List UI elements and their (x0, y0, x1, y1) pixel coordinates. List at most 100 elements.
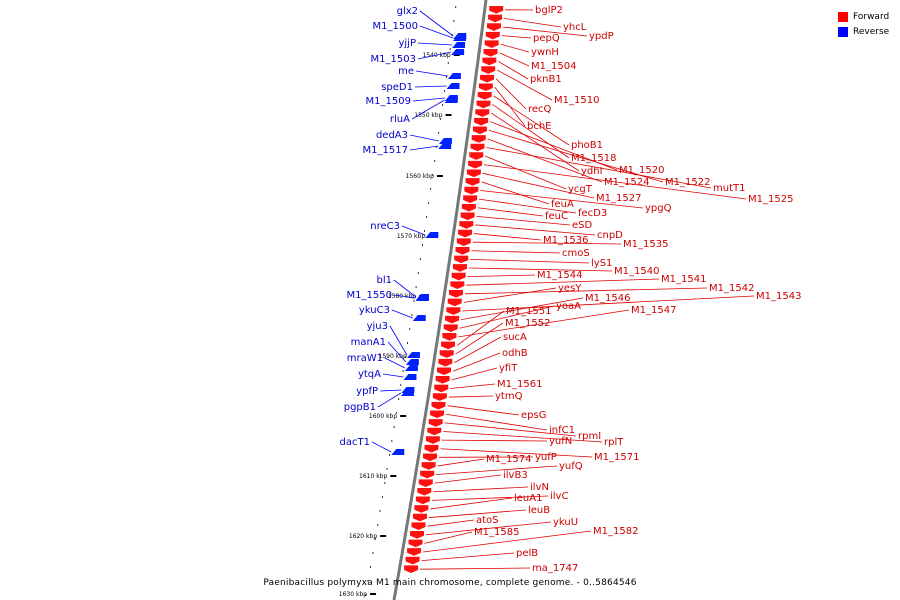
tick-label: 1620 kbp (349, 533, 377, 540)
forward-gene-leader (440, 448, 593, 458)
track-dot (389, 454, 390, 456)
forward-gene-label: pknB1 (530, 74, 562, 85)
track-dot (417, 272, 419, 274)
track-dot (367, 580, 369, 582)
tick-label: 1600 kbp (369, 413, 397, 420)
forward-gene-leader (455, 322, 504, 355)
forward-gene-label: infC1 (549, 425, 575, 436)
forward-gene-label: recQ (528, 104, 552, 115)
forward-gene-leader (493, 95, 570, 146)
forward-gene-block (443, 324, 458, 333)
forward-gene-block (414, 505, 429, 513)
forward-gene-block (468, 160, 483, 169)
forward-gene-block (483, 49, 498, 57)
forward-gene-block (485, 31, 500, 40)
forward-gene-leader (456, 310, 505, 346)
reverse-gene-leader (401, 225, 426, 236)
forward-gene-leader (431, 495, 549, 501)
forward-gene-label: sucA (503, 332, 527, 343)
reverse-gene-leader (409, 134, 439, 142)
track-dot (411, 314, 413, 316)
forward-gene-label: ilvB3 (503, 470, 528, 481)
forward-gene-leader (475, 224, 596, 236)
forward-gene-leader (479, 198, 577, 214)
forward-gene-leader (472, 241, 622, 245)
track-dot (377, 524, 379, 526)
forward-gene-label: M1_1551 (506, 306, 551, 317)
forward-gene-block (438, 358, 453, 367)
outer-dot-track (365, 6, 457, 596)
track-dot (449, 48, 451, 50)
forward-gene-leader (430, 497, 513, 510)
reverse-gene-label: M1_1509 (366, 96, 411, 107)
reverse-gene-label: M1_1517 (363, 145, 408, 156)
forward-gene-label: cmoS (562, 248, 590, 259)
forward-gene-leader (488, 129, 664, 183)
forward-gene-block (411, 522, 426, 530)
forward-gene-leader (424, 531, 473, 544)
forward-gene-label: M1_1543 (756, 291, 801, 302)
forward-gene-block (446, 307, 461, 315)
forward-gene-block (460, 212, 475, 221)
reverse-gene-leader (419, 25, 454, 39)
track-dot (455, 6, 457, 8)
forward-gene-leader (427, 519, 475, 527)
forward-gene-block (482, 57, 497, 66)
forward-gene-label: ytmQ (495, 391, 523, 402)
reverse-gene-label: me (398, 66, 414, 77)
track-dot (432, 174, 434, 176)
forward-gene-block (445, 315, 460, 324)
track-dot (444, 90, 445, 92)
forward-gene-block (417, 487, 432, 496)
reverse-gene-leader (417, 42, 453, 46)
forward-gene-block (425, 436, 440, 444)
forward-gene-label: ilvN (530, 482, 549, 493)
forward-gene-leader (504, 18, 562, 28)
forward-gene-leader (481, 181, 550, 205)
forward-gene-leader (500, 43, 530, 53)
forward-gene-label: M1_1541 (661, 274, 706, 285)
forward-gene-label: eSD (572, 220, 593, 231)
track-dot (442, 104, 444, 106)
forward-gene-label: M1_1561 (497, 379, 542, 390)
forward-gene-block (481, 66, 496, 74)
reverse-gene-label: yju3 (367, 321, 388, 332)
forward-gene-leader (451, 367, 498, 381)
track-dot (434, 160, 436, 162)
reverse-gene-label: rluA (390, 114, 410, 125)
reverse-gene-block (451, 49, 465, 55)
forward-gene-leader (423, 530, 592, 553)
forward-gene-block (441, 341, 456, 350)
track-dot (365, 594, 367, 596)
forward-gene-label: M1_1546 (585, 293, 630, 304)
forward-gene-label: yfiT (499, 363, 518, 374)
forward-gene-leader (480, 190, 644, 209)
chromosome-backbone (392, 0, 488, 600)
forward-gene-label: M1_1540 (614, 266, 659, 277)
forward-gene-leader (459, 305, 555, 329)
tick-mark (390, 475, 397, 477)
reverse-gene-blocks (391, 33, 467, 455)
forward-gene-block (442, 333, 457, 341)
forward-gene-leader (465, 287, 708, 295)
reverse-gene-label: M1_1550 (347, 290, 392, 301)
forward-gene-leader (434, 474, 502, 484)
tick-label: 1560 kbp (406, 173, 434, 180)
forward-gene-label: M1_1585 (474, 527, 519, 538)
track-dot (402, 370, 404, 372)
forward-gene-block (427, 427, 442, 436)
reverse-gene-label: dacT1 (340, 437, 370, 448)
reverse-gene-leader (415, 70, 448, 77)
forward-gene-label: pelB (516, 548, 538, 559)
forward-gene-leader (487, 138, 603, 183)
reverse-gene-block (453, 35, 467, 41)
track-dot (370, 566, 371, 568)
reverse-gene-block (406, 352, 420, 358)
forward-gene-block (474, 117, 489, 126)
forward-gene-block (478, 83, 493, 92)
forward-gene-block (424, 444, 439, 453)
track-dot (400, 384, 402, 386)
